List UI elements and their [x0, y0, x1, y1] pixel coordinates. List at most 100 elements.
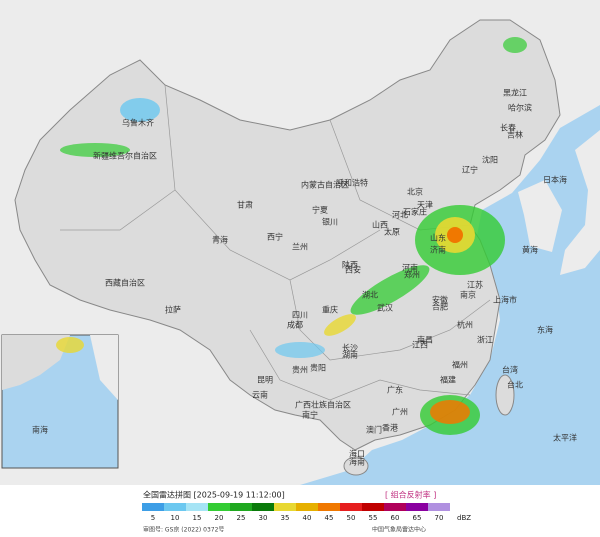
legend-swatch	[406, 503, 428, 511]
legend-swatch	[362, 503, 384, 511]
legend-label: 55	[369, 514, 378, 522]
legend-label: 65	[413, 514, 422, 522]
place-label: 山西	[372, 220, 388, 230]
place-label: 长沙	[342, 343, 358, 353]
place-label: 江苏	[467, 280, 483, 290]
product-name: [ 组合反射率 ]	[385, 490, 436, 500]
place-label: 西宁	[267, 232, 283, 242]
place-label: 海口	[349, 449, 365, 459]
place-label: 贵阳	[310, 363, 326, 373]
legend-label: 50	[347, 514, 356, 522]
legend-swatch	[230, 503, 252, 511]
legend-swatch	[186, 503, 208, 511]
place-label: 辽宁	[462, 165, 478, 175]
place-label: 广西壮族自治区	[295, 400, 351, 410]
place-label: 海南	[349, 457, 365, 467]
place-label: 济南	[430, 245, 446, 255]
taiwan	[495, 374, 515, 416]
place-label: 兰州	[292, 242, 308, 252]
place-label: 太原	[384, 227, 400, 237]
place-label: 湖北	[362, 291, 378, 300]
place-label: 上海市	[493, 295, 517, 305]
place-label: 东海	[537, 325, 553, 335]
place-label: 吉林	[507, 130, 523, 140]
place-label: 沈阳	[482, 155, 498, 165]
place-label: 合肥	[432, 302, 448, 312]
legend-label: 30	[259, 514, 268, 522]
place-label: 南昌	[417, 335, 433, 345]
place-label: 郑州	[404, 270, 420, 280]
place-label: 广州	[392, 407, 408, 417]
place-label: 安徽	[432, 295, 448, 305]
place-label: 陕西	[342, 260, 358, 270]
place-label: 武汉	[377, 303, 393, 313]
place-label: 香港	[382, 423, 398, 433]
korea	[518, 180, 562, 252]
place-label: 北京	[407, 187, 423, 197]
legend-label: 15	[193, 514, 202, 522]
legend-swatch	[164, 503, 186, 511]
place-label: 贵州	[292, 365, 308, 375]
legend-label: 10	[171, 514, 180, 522]
place-label: 内蒙古自治区	[301, 180, 349, 190]
place-label: 广东	[387, 385, 403, 395]
place-label: 甘肃	[237, 200, 253, 210]
place-label: 浙江	[477, 335, 493, 345]
place-label: 河北	[392, 210, 408, 220]
source: 中国气象局雷达中心	[372, 526, 426, 534]
place-label: 四川	[292, 311, 308, 320]
place-label: 石家庄	[403, 207, 427, 217]
legend-swatch	[252, 503, 274, 511]
place-label: 江西	[412, 341, 428, 350]
place-label: 黄海	[522, 245, 538, 255]
place-label: 长春	[500, 123, 516, 133]
legend-swatch	[208, 503, 230, 511]
place-label: 成都	[287, 320, 303, 330]
place-label: 拉萨	[165, 305, 181, 315]
place-label: 昆明	[257, 376, 273, 385]
legend-unit: dBZ	[457, 514, 471, 522]
place-label: 呼和浩特	[336, 178, 368, 188]
legend-swatch	[340, 503, 362, 511]
place-label: 太平洋	[553, 433, 577, 443]
china-territory	[14, 19, 561, 451]
place-label: 重庆	[322, 305, 338, 315]
inset-south-china-sea	[1, 334, 119, 469]
legend-label: 5	[151, 514, 155, 522]
legend-label: 60	[391, 514, 400, 522]
legend-label: 25	[237, 514, 246, 522]
place-label: 福建	[440, 375, 456, 385]
place-label: 山东	[430, 233, 446, 243]
place-label: 湖南	[342, 350, 358, 360]
place-label: 杭州	[457, 320, 473, 330]
title: 全国雷达拼图 [2025-09-19 11:12:00]	[143, 490, 285, 500]
legend-label: 45	[325, 514, 334, 522]
legend-label: 40	[303, 514, 312, 522]
place-label: 南海	[32, 425, 48, 435]
legend-swatch	[142, 503, 164, 511]
place-label: 南京	[460, 290, 476, 300]
japan	[560, 130, 600, 275]
place-label: 台湾	[502, 365, 518, 375]
hainan	[343, 456, 369, 476]
place-label: 黑龙江	[503, 88, 527, 98]
legend-swatch	[296, 503, 318, 511]
place-label: 乌鲁木齐	[122, 118, 154, 128]
legend-label: 20	[215, 514, 224, 522]
legend-swatch	[428, 503, 450, 511]
legend-swatch	[318, 503, 340, 511]
place-label: 哈尔滨	[508, 103, 532, 113]
place-label: 新疆维吾尔自治区	[93, 151, 157, 161]
place-label: 青海	[212, 235, 228, 245]
place-label: 南宁	[302, 410, 318, 420]
place-label: 台北	[507, 380, 523, 390]
legend-label: 70	[435, 514, 444, 522]
place-label: 天津	[417, 200, 433, 210]
approval-number: 审图号: GS京 (2022) 0372号	[143, 526, 224, 534]
radar-echoes	[60, 37, 527, 435]
place-label: 银川	[322, 217, 338, 227]
place-label: 云南	[252, 390, 268, 400]
legend-swatch	[384, 503, 406, 511]
